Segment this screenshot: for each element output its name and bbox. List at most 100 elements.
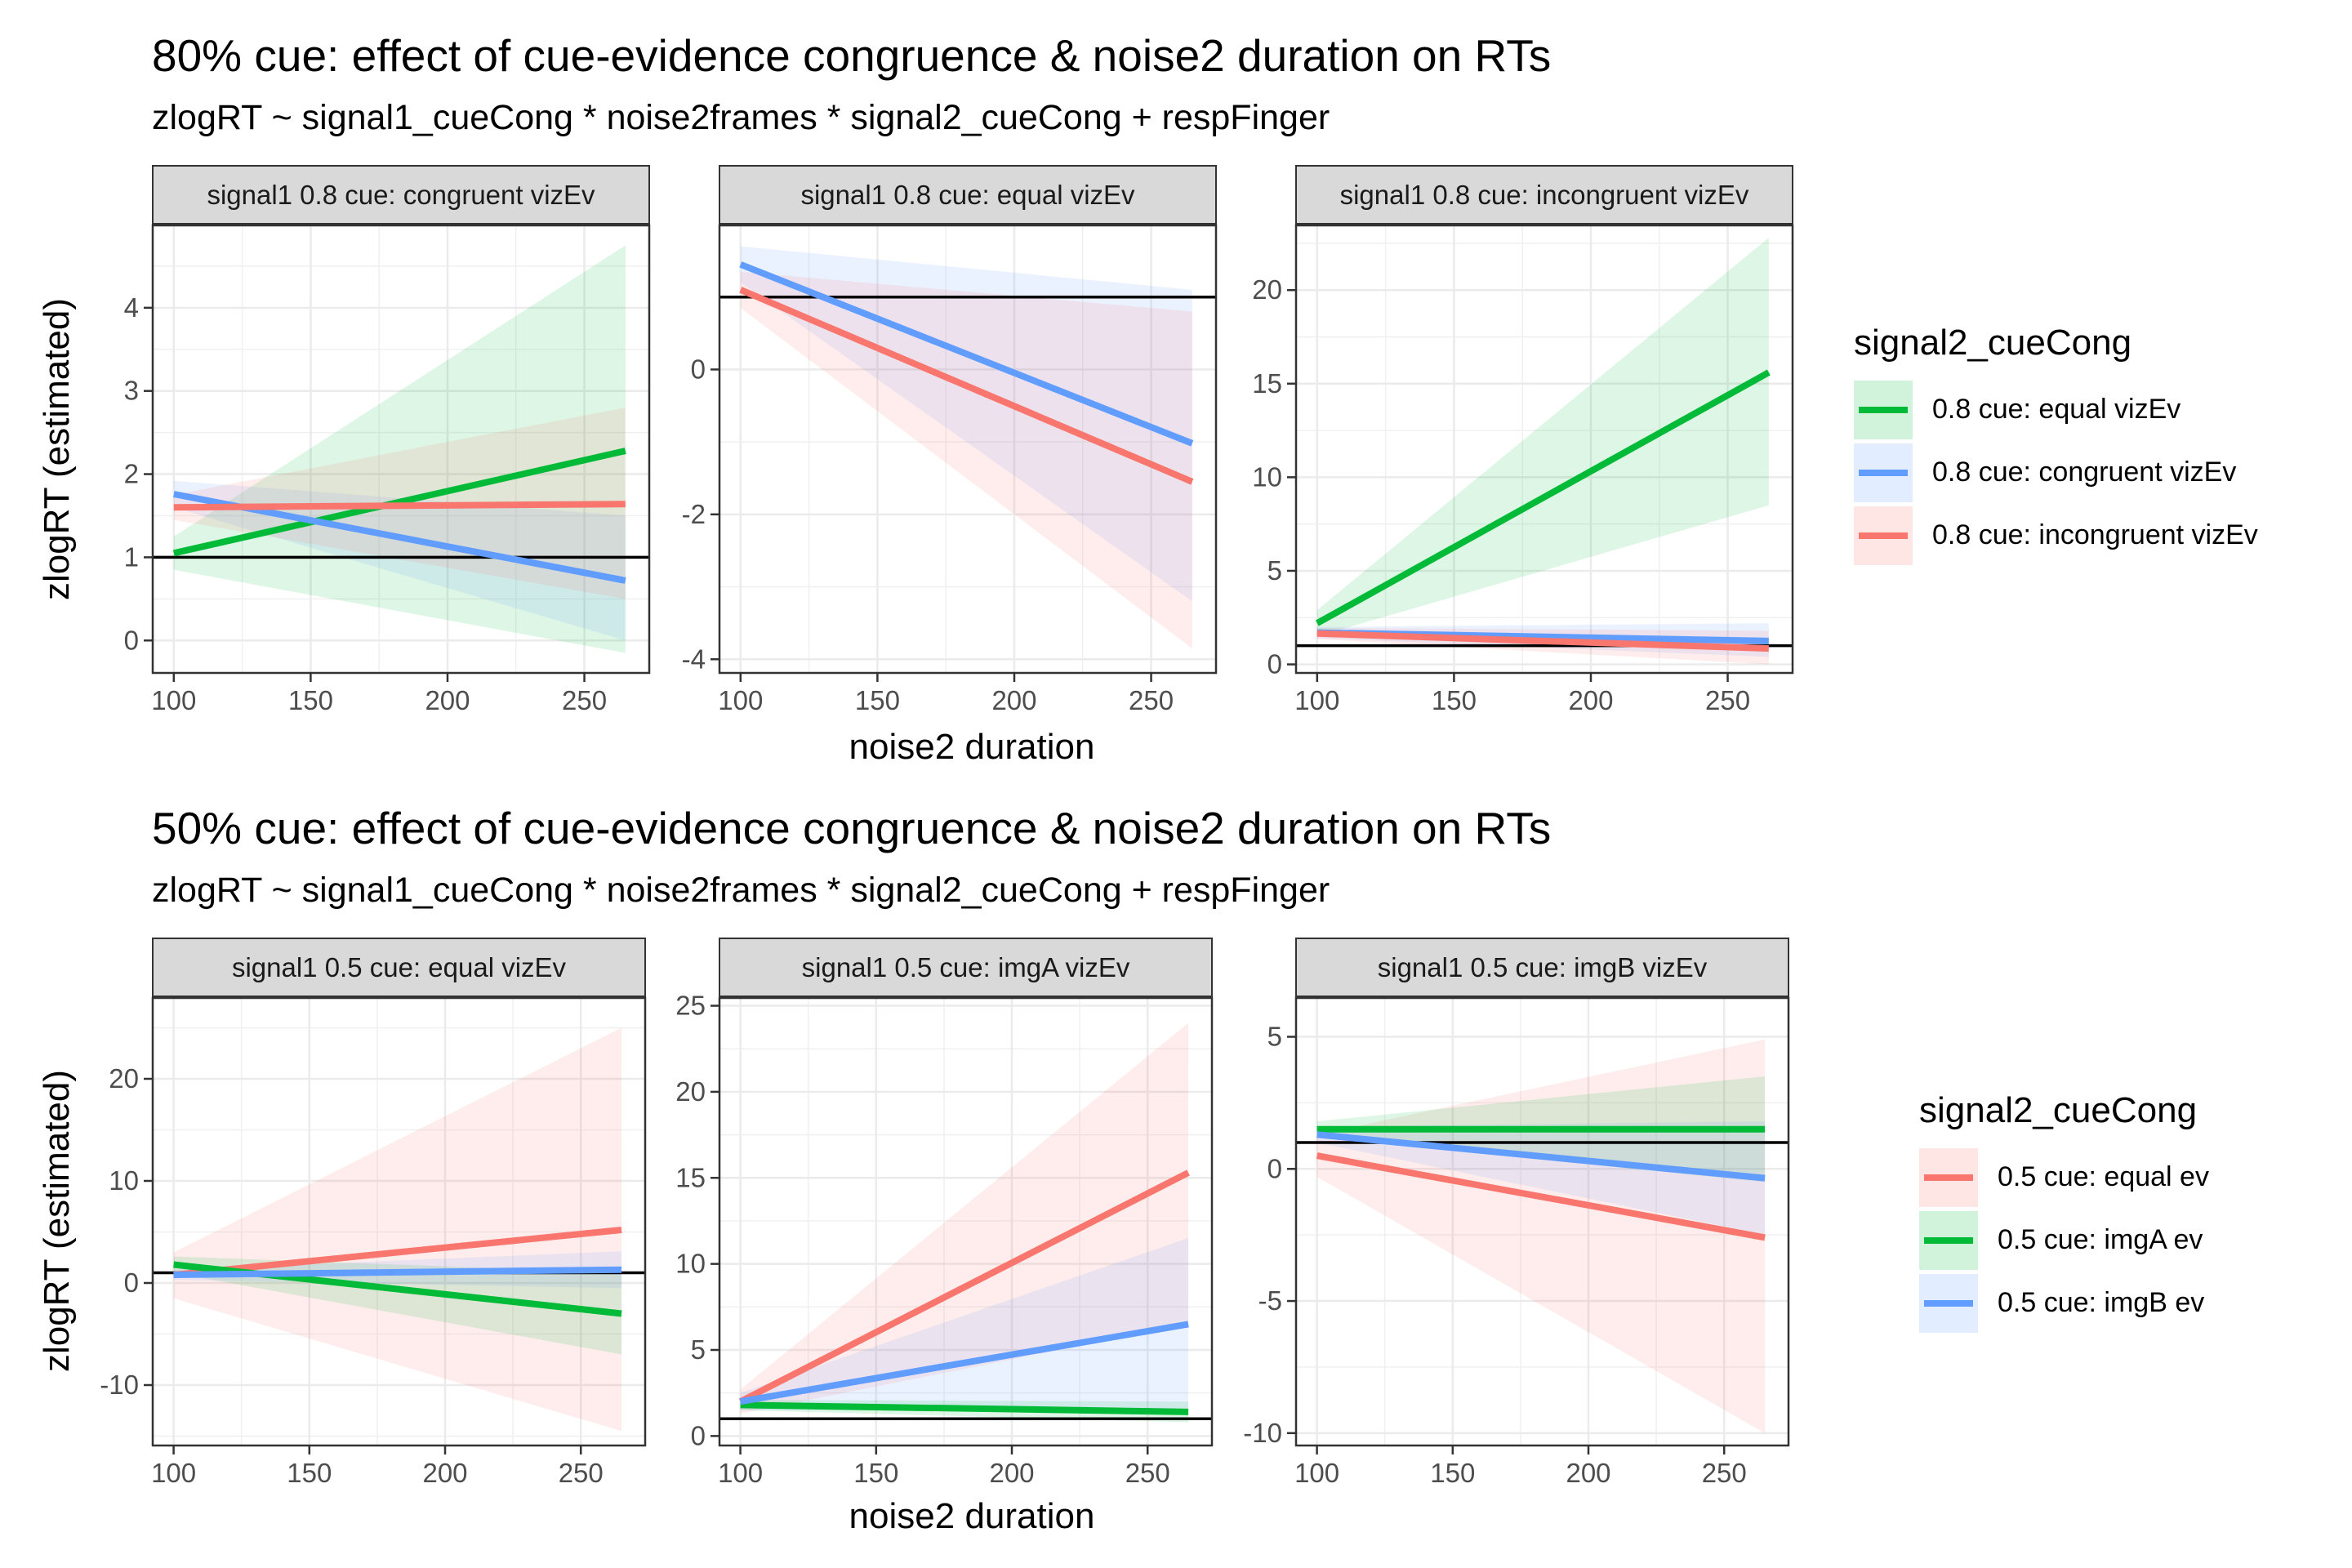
confidence-band [1316,238,1769,637]
y-tick-label: 15 [1252,368,1282,399]
y-tick-label: 4 [124,292,139,323]
series-line [173,1266,622,1278]
y-tick-label: 20 [675,1076,706,1107]
x-tick-label: 250 [1125,1458,1170,1488]
chart-panel: 100 150 200 250 -4 -2 0 [682,224,1218,715]
x-tick-label: 100 [718,685,763,715]
section-subtitle-80: zlogRT ~ signal1_cueCong * noise2frames … [152,98,1330,137]
confidence-band [173,480,626,641]
x-tick-label: 150 [1432,685,1477,715]
series-line [739,261,1194,447]
x-tick-label: 150 [1430,1458,1475,1488]
series-line [739,287,1194,485]
x-tick-label: 250 [562,685,607,715]
confidence-band [1316,1121,1766,1236]
y-tick-label: 10 [109,1165,139,1196]
facet-strip: signal1 0.5 cue: imgB vizEv [1295,938,1789,997]
x-tick-label: 200 [1566,1458,1610,1488]
y-tick-label: 1 [124,541,139,572]
confidence-band [740,1238,1189,1410]
y-tick-label: 15 [675,1162,706,1192]
chart-panel: 100 150 200 250 -10 0 10 20 [100,996,647,1488]
series-line [740,1401,1189,1415]
series-line [1316,630,1769,653]
legend-item: 0.5 cue: imgB ev [1919,1272,2209,1334]
y-axis-label: zlogRT (estimated) [37,297,77,601]
facet-strip: signal1 0.5 cue: equal vizEv [152,938,646,997]
section-subtitle-50: zlogRT ~ signal1_cueCong * noise2frames … [152,871,1330,910]
y-tick-label: 20 [1252,274,1282,305]
legend-label: 0.5 cue: equal ev [1998,1161,2209,1192]
y-tick-label: 0 [691,354,706,384]
y-tick-label: 2 [124,459,139,489]
confidence-band [173,1027,622,1432]
series-line [1315,369,1771,626]
chart-panel: 100 150 200 250 0 1 2 3 4 [124,224,651,715]
series-line [739,1321,1189,1405]
confidence-band [1316,1039,1766,1433]
legend: signal2_cueCong 0.8 cue: equal vizEv 0.8 … [1854,323,2258,567]
x-tick-label: 150 [855,685,900,715]
x-tick-label: 150 [288,685,333,715]
y-tick-label: 10 [675,1249,706,1279]
legend: signal2_cueCong 0.5 cue: equal ev 0.5 cue… [1919,1090,2209,1334]
panel-border [718,224,1218,675]
x-tick-label: 200 [991,685,1036,715]
confidence-band [173,1256,622,1355]
x-tick-label: 100 [1294,1458,1339,1488]
panel-border [151,224,651,675]
x-axis-label: noise2 duration [849,1496,1095,1536]
y-tick-label: -10 [100,1370,139,1400]
y-tick-label: 0 [1267,649,1282,679]
confidence-band [173,245,626,653]
y-tick-label: 10 [1252,461,1282,492]
facet-strip: signal1 0.8 cue: equal vizEv [719,165,1217,225]
series-line [738,1169,1190,1405]
x-tick-label: 200 [989,1458,1034,1488]
x-tick-label: 200 [425,685,470,715]
y-tick-label: -10 [1243,1418,1282,1448]
y-tick-label: 0 [691,1420,706,1450]
x-tick-label: 100 [718,1458,763,1488]
x-tick-label: 250 [1129,685,1174,715]
series-line [173,1227,622,1278]
legend-item: 0.8 cue: congruent vizEv [1854,441,2258,504]
x-axis-label: noise2 duration [849,727,1095,767]
y-tick-label: -5 [1258,1285,1282,1316]
facet-strip: signal1 0.5 cue: imgA vizEv [719,938,1213,997]
x-tick-label: 250 [559,1458,604,1488]
chart-panel: 100 150 200 250 0 5 10 15 20 25 [675,991,1214,1488]
legend-item: 0.5 cue: equal ev [1919,1146,2209,1209]
panel-border [1294,224,1794,675]
legend-label: 0.8 cue: incongruent vizEv [1932,519,2258,550]
facet-strip: signal1 0.8 cue: congruent vizEv [152,165,650,225]
legend-title: signal2_cueCong [1854,323,2132,363]
confidence-band [740,1022,1189,1414]
panel-border [151,996,647,1447]
legend-key-swatch [1854,380,1913,439]
legend-label: 0.5 cue: imgA ev [1998,1224,2203,1255]
y-tick-label: 0 [1267,1153,1282,1183]
legend-label: 0.5 cue: imgB ev [1998,1287,2205,1318]
x-tick-label: 100 [151,1458,196,1488]
y-axis-label: zlogRT (estimated) [37,1069,77,1373]
x-tick-label: 250 [1702,1458,1747,1488]
y-tick-label: 5 [1267,555,1282,586]
y-tick-label: 5 [691,1334,706,1365]
y-tick-label: 0 [124,1267,139,1298]
y-tick-label: -2 [682,499,706,529]
series-line [172,448,626,557]
legend-key-swatch [1854,506,1913,565]
series-line [173,501,626,511]
panel-border [718,996,1214,1447]
legend-key-swatch [1854,443,1913,502]
series-line [1316,1131,1766,1182]
x-tick-label: 100 [1294,685,1339,715]
x-tick-label: 100 [151,685,196,715]
y-tick-label: 25 [675,991,706,1021]
legend-item: 0.8 cue: incongruent vizEv [1854,504,2258,567]
legend-item: 0.8 cue: equal vizEv [1854,378,2258,441]
panel-border [1294,996,1790,1447]
facet-strip: signal1 0.8 cue: incongruent vizEv [1295,165,1793,225]
legend-label: 0.8 cue: congruent vizEv [1932,457,2237,488]
